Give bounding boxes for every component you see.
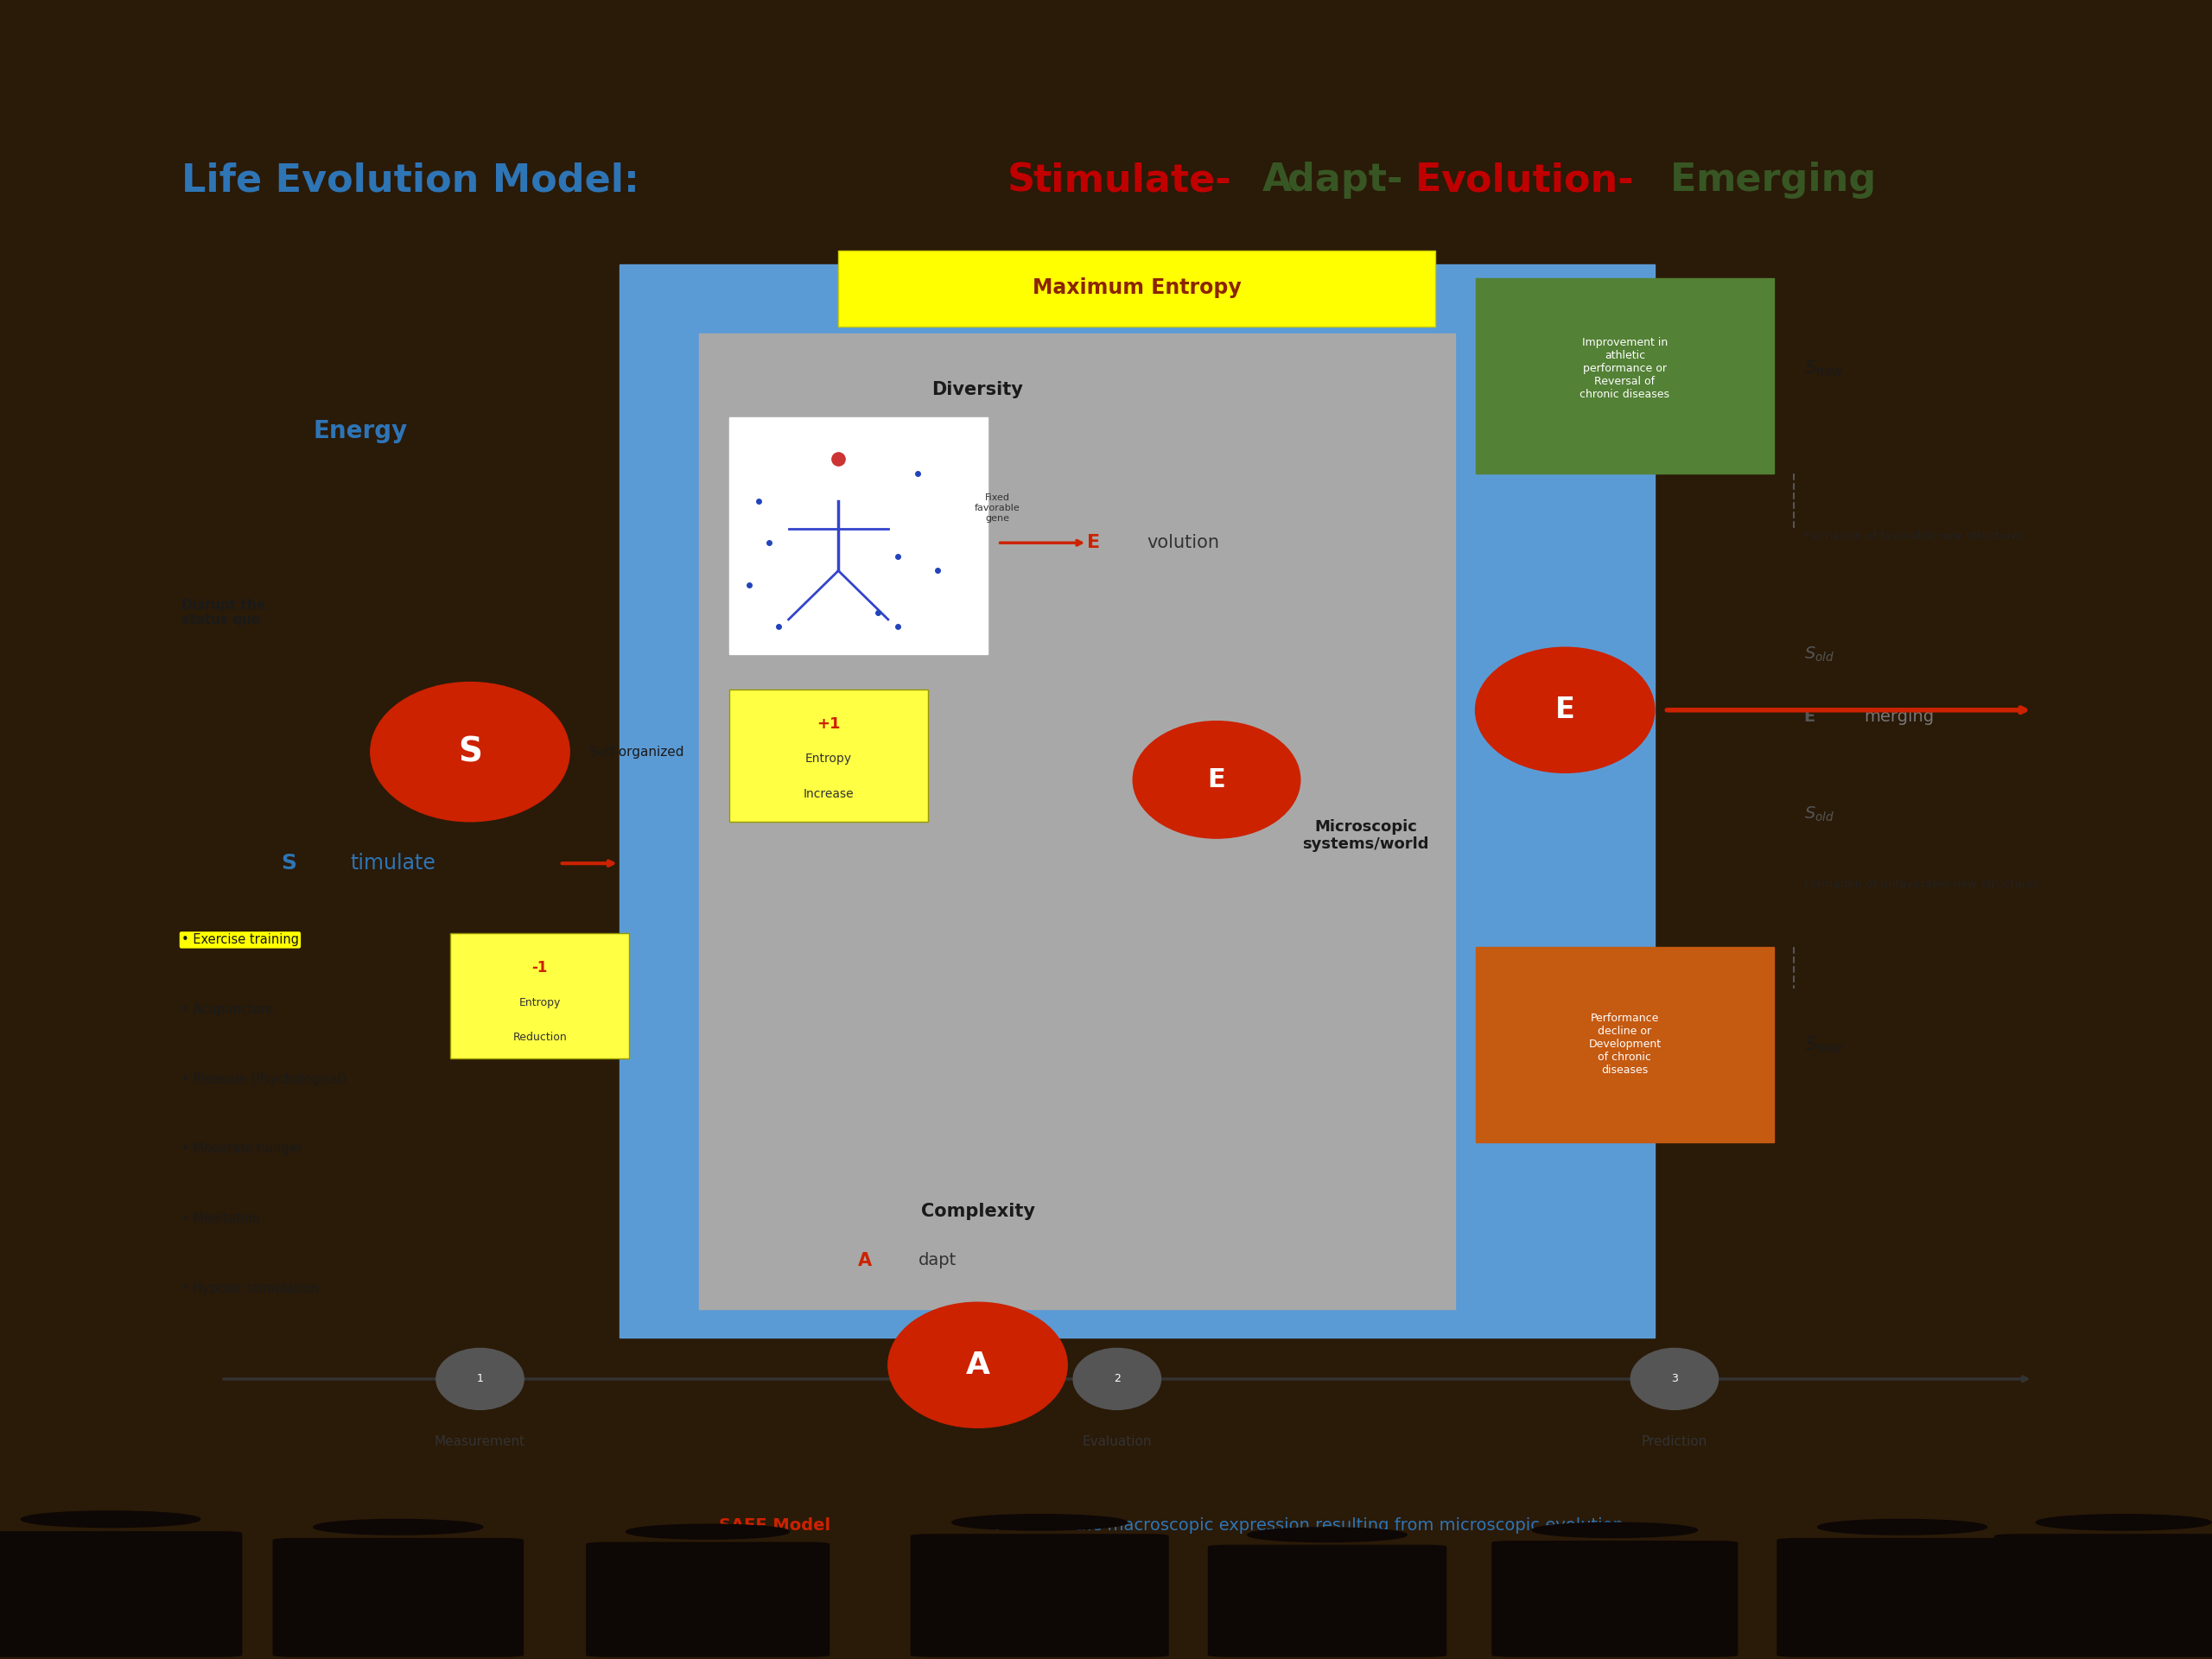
Text: S: S bbox=[281, 853, 296, 874]
Circle shape bbox=[1475, 647, 1655, 773]
FancyBboxPatch shape bbox=[1208, 1545, 1447, 1657]
Text: • Hypoxic stimulation: • Hypoxic stimulation bbox=[181, 1282, 319, 1296]
Text: E: E bbox=[1208, 766, 1225, 793]
FancyBboxPatch shape bbox=[1995, 1535, 2212, 1657]
Circle shape bbox=[1533, 1523, 1697, 1538]
Text: Disrupt the
status quo: Disrupt the status quo bbox=[181, 599, 265, 627]
Bar bbox=[1475, 947, 1774, 1141]
Bar bbox=[730, 688, 929, 821]
Bar bbox=[451, 932, 628, 1058]
Circle shape bbox=[314, 1520, 482, 1535]
Text: A: A bbox=[1263, 163, 1292, 199]
Text: Complexity: Complexity bbox=[920, 1203, 1035, 1221]
Text: volution-: volution- bbox=[1440, 163, 1635, 199]
Text: • Moderate hunger: • Moderate hunger bbox=[181, 1143, 303, 1156]
Text: $S_{new}$: $S_{new}$ bbox=[1805, 358, 1843, 378]
Text: 3: 3 bbox=[1670, 1374, 1679, 1385]
Text: $S_{new}$: $S_{new}$ bbox=[1805, 1034, 1843, 1055]
Circle shape bbox=[887, 1302, 1066, 1428]
Text: E: E bbox=[1416, 163, 1442, 199]
Text: Improvement in
athletic
performance or
Reversal of
chronic diseases: Improvement in athletic performance or R… bbox=[1579, 337, 1670, 400]
FancyBboxPatch shape bbox=[586, 1541, 830, 1657]
Text: timulate: timulate bbox=[349, 853, 436, 874]
Circle shape bbox=[626, 1525, 790, 1540]
Text: • Pleasure (Psychological): • Pleasure (Psychological) bbox=[181, 1073, 347, 1087]
Text: Entropy: Entropy bbox=[520, 997, 560, 1009]
Circle shape bbox=[1630, 1349, 1719, 1410]
FancyBboxPatch shape bbox=[1491, 1541, 1739, 1657]
Text: E: E bbox=[1670, 163, 1697, 199]
Circle shape bbox=[951, 1515, 1128, 1530]
Text: Measurement: Measurement bbox=[434, 1435, 526, 1448]
Text: Fixed
favorable
gene: Fixed favorable gene bbox=[975, 494, 1020, 523]
Text: • Acupuncture: • Acupuncture bbox=[181, 1004, 274, 1017]
Text: merging: merging bbox=[1863, 708, 1933, 725]
Text: • Exercise training: • Exercise training bbox=[181, 934, 299, 947]
Bar bbox=[1475, 279, 1774, 473]
Text: Reduction: Reduction bbox=[513, 1032, 566, 1044]
Bar bbox=[838, 251, 1436, 327]
FancyBboxPatch shape bbox=[0, 1531, 243, 1657]
Text: - Health is the macroscopic expression resulting from microscopic evolution.: - Health is the macroscopic expression r… bbox=[978, 1516, 1628, 1533]
Text: Formation of favorable new structures: Formation of favorable new structures bbox=[1805, 531, 2024, 541]
Text: Performance
decline or
Development
of chronic
diseases: Performance decline or Development of ch… bbox=[1588, 1014, 1661, 1077]
Text: E: E bbox=[1555, 695, 1575, 725]
Text: volution: volution bbox=[1146, 534, 1219, 551]
Text: -1: -1 bbox=[531, 961, 549, 975]
Text: $S_{old}$: $S_{old}$ bbox=[1805, 805, 1834, 825]
Text: • Meditation: • Meditation bbox=[181, 1213, 261, 1226]
Circle shape bbox=[1248, 1528, 1407, 1541]
FancyBboxPatch shape bbox=[911, 1535, 1168, 1657]
Text: Diversity: Diversity bbox=[931, 382, 1024, 398]
Text: Prediction: Prediction bbox=[1641, 1435, 1708, 1448]
Text: dapt: dapt bbox=[918, 1253, 956, 1269]
Text: E: E bbox=[1086, 534, 1099, 551]
Text: Microscopic
systems/world: Microscopic systems/world bbox=[1303, 818, 1429, 853]
Text: 1: 1 bbox=[476, 1374, 484, 1385]
Text: A: A bbox=[858, 1253, 872, 1269]
Text: Self-organized: Self-organized bbox=[588, 745, 684, 758]
Text: timulate-: timulate- bbox=[1033, 163, 1232, 199]
Circle shape bbox=[436, 1349, 524, 1410]
Bar bbox=[730, 418, 987, 654]
Text: SAEE Model: SAEE Model bbox=[719, 1516, 830, 1533]
Circle shape bbox=[372, 682, 571, 821]
Text: Maximum Entropy: Maximum Entropy bbox=[1033, 277, 1241, 299]
Circle shape bbox=[2035, 1515, 2212, 1530]
Text: 2: 2 bbox=[1113, 1374, 1121, 1385]
Text: E: E bbox=[1805, 708, 1816, 725]
Circle shape bbox=[20, 1511, 201, 1528]
Circle shape bbox=[1818, 1520, 1986, 1535]
Text: Energy: Energy bbox=[314, 420, 407, 443]
Bar bbox=[699, 333, 1455, 1309]
FancyBboxPatch shape bbox=[272, 1538, 524, 1657]
Text: Entropy: Entropy bbox=[805, 753, 852, 765]
Text: +1: +1 bbox=[816, 717, 841, 732]
Text: Formation of unfavorable new structures: Formation of unfavorable new structures bbox=[1805, 879, 2039, 889]
Text: Evaluation: Evaluation bbox=[1082, 1435, 1152, 1448]
Bar bbox=[619, 264, 1655, 1337]
Circle shape bbox=[1133, 722, 1301, 838]
Text: dapt-: dapt- bbox=[1287, 163, 1402, 199]
Text: A: A bbox=[967, 1350, 989, 1380]
Text: merging: merging bbox=[1697, 163, 1876, 199]
Text: S: S bbox=[1006, 163, 1035, 199]
Text: $S_{old}$: $S_{old}$ bbox=[1805, 645, 1834, 664]
FancyBboxPatch shape bbox=[1776, 1538, 2028, 1657]
Text: S: S bbox=[458, 735, 482, 768]
Text: Increase: Increase bbox=[803, 788, 854, 800]
Circle shape bbox=[1073, 1349, 1161, 1410]
Text: Life Evolution Model:: Life Evolution Model: bbox=[181, 163, 653, 199]
